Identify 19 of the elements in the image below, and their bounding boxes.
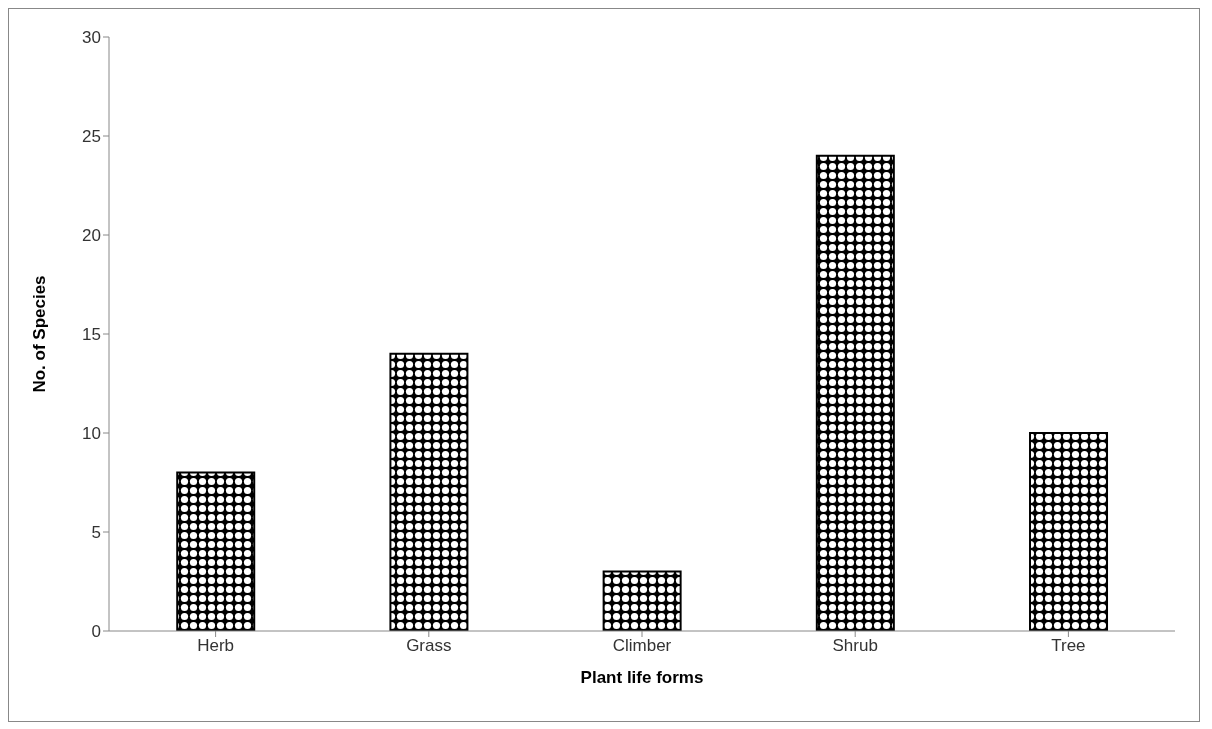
y-tick-label: 25: [82, 127, 101, 147]
bar: [815, 154, 895, 631]
bar: [176, 471, 256, 631]
y-axis-title: No. of Species: [30, 275, 50, 393]
y-tick-label: 15: [82, 325, 101, 345]
y-tick-label: 5: [91, 523, 101, 543]
y-tick-label: 0: [91, 622, 101, 642]
x-tick-label: Grass: [406, 636, 452, 656]
y-tick-label: 20: [82, 226, 101, 246]
bar: [389, 352, 469, 631]
x-tick-label: Climber: [612, 636, 672, 656]
bar: [1029, 432, 1109, 631]
bar: [602, 570, 682, 631]
y-tick-label: 10: [82, 424, 101, 444]
x-tick-label: Herb: [197, 636, 235, 656]
x-axis-title: Plant life forms: [580, 668, 704, 687]
y-tick-label: 30: [82, 28, 101, 48]
x-tick-label: Shrub: [832, 636, 878, 656]
x-tick-label: Tree: [1051, 636, 1086, 656]
